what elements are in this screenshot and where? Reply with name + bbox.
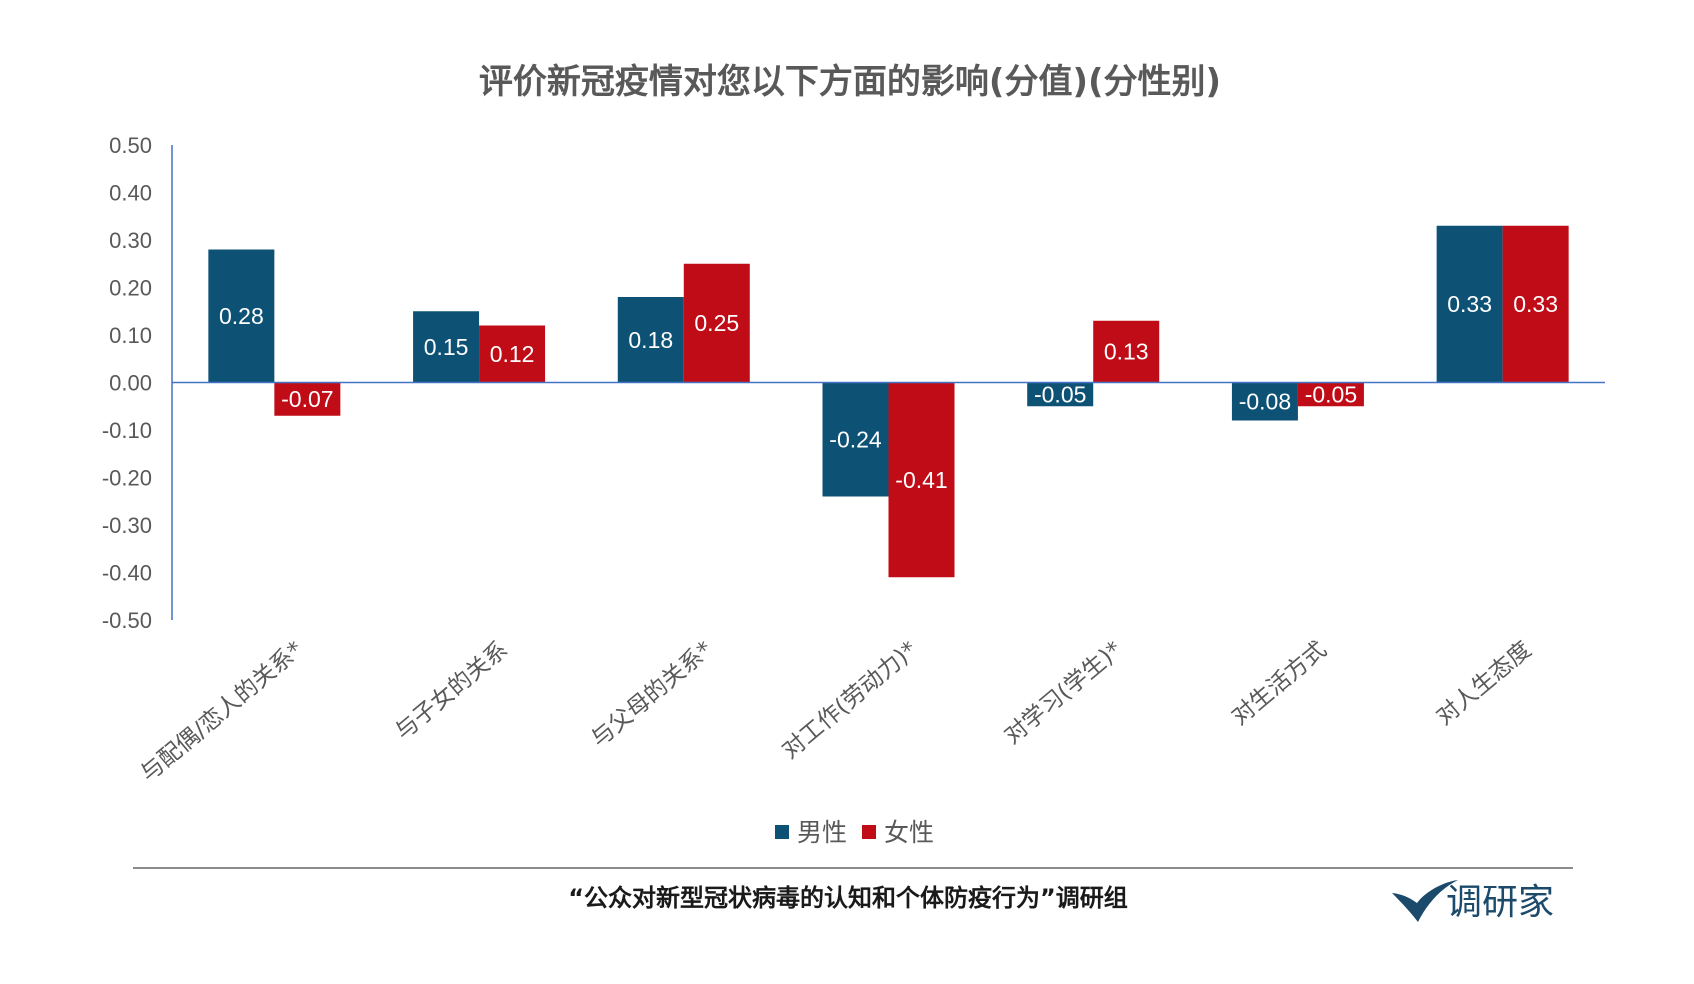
bar-female — [1093, 320, 1160, 383]
check-mark-logo-icon — [1392, 880, 1458, 922]
legend: 男性 女性 — [775, 818, 934, 847]
logo: 调研家 — [1392, 880, 1554, 923]
y-tick-label: -0.20 — [102, 466, 152, 491]
data-label: 0.12 — [490, 341, 535, 367]
data-label: 0.13 — [1104, 339, 1149, 365]
data-label: -0.41 — [895, 467, 947, 493]
bar-male — [617, 297, 684, 383]
y-tick-label: -0.30 — [102, 513, 152, 538]
source-text: “公众对新型冠状病毒的认知和个体防疫行为”调研组 — [568, 884, 1128, 912]
y-tick-label: 0.30 — [109, 228, 152, 253]
data-label: 0.33 — [1513, 291, 1558, 317]
bar-male — [1436, 225, 1503, 383]
x-tick-label: 对工作(劳动力)* — [777, 637, 922, 765]
legend-female-swatch — [862, 825, 876, 839]
y-tick-label: 0.20 — [109, 276, 152, 301]
bar-male — [822, 382, 889, 497]
bar-female — [683, 263, 750, 383]
y-tick-label: 0.10 — [109, 323, 152, 348]
y-tick-label: 0.40 — [109, 181, 152, 206]
bar-female — [888, 382, 955, 578]
bar-male — [1027, 382, 1094, 407]
data-label: -0.05 — [1305, 381, 1357, 407]
bar-male — [413, 311, 480, 383]
plot-area: 0.50 0.40 0.30 0.20 0.10 0.00 -0.10 -0.20 -0.30 -… — [102, 133, 1605, 787]
x-tick-label: 对人生态度 — [1432, 637, 1537, 731]
bar-female — [274, 382, 341, 416]
y-tick-label: 0.00 — [109, 371, 152, 396]
legend-female-label: 女性 — [884, 818, 934, 847]
y-tick-label: 0.50 — [109, 133, 152, 158]
y-tick-label: -0.10 — [102, 418, 152, 443]
legend-male-swatch — [775, 825, 789, 839]
data-label: -0.05 — [1034, 381, 1086, 407]
data-label: 0.28 — [219, 303, 264, 329]
data-label: 0.15 — [424, 334, 469, 360]
x-tick-label: 对生活方式 — [1227, 637, 1332, 731]
data-label: 0.25 — [694, 310, 739, 336]
y-tick-label: -0.40 — [102, 561, 152, 586]
data-label: -0.24 — [829, 427, 882, 453]
data-label: 0.18 — [628, 327, 673, 353]
bar-female — [1297, 382, 1364, 407]
data-label: -0.07 — [281, 386, 333, 412]
bar-female — [479, 325, 546, 383]
bar-female — [1502, 225, 1569, 383]
x-tick-label: 与配偶/恋人的关系* — [136, 637, 308, 788]
y-tick-label: -0.50 — [102, 608, 152, 633]
bar-male — [208, 249, 275, 383]
legend-male-label: 男性 — [797, 818, 847, 847]
data-label: 0.33 — [1447, 291, 1492, 317]
chart-title: 评价新冠疫情对您以下方面的影响(分值)(分性别) — [479, 62, 1221, 102]
x-tick-label: 与父母的关系* — [586, 637, 717, 753]
x-tick-label: 对学习(学生)* — [1000, 637, 1127, 750]
x-tick-label: 与子女的关系 — [391, 637, 513, 746]
logo-text: 调研家 — [1446, 882, 1554, 923]
bar-male — [1231, 382, 1298, 421]
data-label: -0.08 — [1239, 389, 1291, 415]
